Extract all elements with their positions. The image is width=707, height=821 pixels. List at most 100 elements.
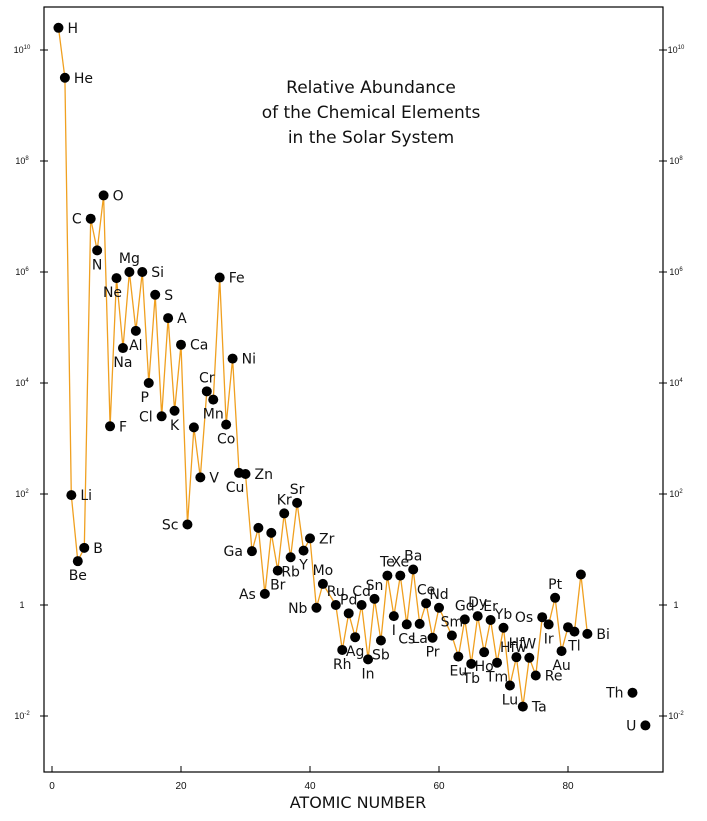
element-label-xe: Xe <box>392 555 410 571</box>
series-points <box>53 22 651 731</box>
element-label-la: La <box>411 631 427 647</box>
element-label-nb: Nb <box>288 601 307 617</box>
element-label-rh: Rh <box>333 657 352 673</box>
element-label-mo: Mo <box>313 563 334 579</box>
data-point-mg <box>124 267 135 277</box>
y-tick-label-left: 1010 <box>14 45 31 55</box>
data-point-si <box>137 267 148 277</box>
element-label-si: Si <box>151 265 164 281</box>
y-tick-label-right: 106 <box>669 267 683 277</box>
series-labels: H He Li Be B C N O F Ne Na Mg Al Si P S Cl A K Ca Sc V Cr Mn Fe C… <box>67 21 636 735</box>
data-point-lu <box>504 680 515 691</box>
y-tick-label-right: 102 <box>669 489 683 499</box>
element-label-dy: Dy <box>468 595 487 611</box>
y-tick-label-left: 10-2 <box>14 711 30 721</box>
data-point-ga <box>246 546 257 557</box>
title-line-3: in the Solar System <box>288 128 454 148</box>
element-label-lu: Lu <box>502 692 518 708</box>
data-point-cr <box>201 386 212 397</box>
data-point-ba <box>408 564 419 575</box>
data-point-nb <box>311 602 322 613</box>
data-point-u <box>640 720 651 731</box>
data-point-pr <box>427 632 438 643</box>
element-label-br: Br <box>270 578 286 594</box>
element-label-nd: Nd <box>429 587 448 603</box>
data-point-ir <box>543 619 554 630</box>
element-label-mn: Mn <box>203 407 224 423</box>
y-tick-label-left: 108 <box>15 156 29 166</box>
y-tick-label-right: 1 <box>673 600 678 610</box>
data-point-h <box>53 22 64 33</box>
plot-frame <box>43 6 664 773</box>
data-point-p <box>143 378 154 388</box>
x-axis-label: ATOMIC NUMBER <box>290 793 427 812</box>
y-tick-label-left: 106 <box>15 267 29 277</box>
element-label-s: S <box>164 288 173 304</box>
data-point-ne <box>111 273 122 284</box>
element-label-ce: Ce <box>417 582 435 598</box>
element-label-tl: Tl <box>567 639 580 655</box>
data-point-sn <box>369 593 380 604</box>
element-label-hf: Hf <box>509 636 526 652</box>
data-point-as <box>259 588 270 599</box>
element-label-ho: Ho <box>475 659 494 675</box>
data-point-sr <box>292 497 303 508</box>
data-point-ag <box>350 632 361 643</box>
element-label-ne: Ne <box>103 285 122 301</box>
element-label-sm: Sm <box>441 615 464 631</box>
data-point-fe <box>214 272 225 283</box>
element-label-o: O <box>113 188 124 204</box>
data-point-zn <box>240 469 251 480</box>
element-label-w: W <box>522 637 536 653</box>
data-point-os <box>537 612 548 623</box>
data-point-ta <box>517 701 528 712</box>
element-label-ir: Ir <box>544 631 554 647</box>
data-point-f <box>105 421 116 432</box>
y-tick-label-right: 108 <box>669 156 683 166</box>
element-label-rb: Rb <box>281 564 300 580</box>
data-point-dy <box>472 611 483 622</box>
element-label-i: I <box>392 623 396 639</box>
data-point-hf <box>511 652 522 663</box>
data-point-k <box>169 405 180 416</box>
data-point-o <box>98 190 109 201</box>
element-label-au: Au <box>552 658 570 674</box>
data-point-tl <box>569 626 580 637</box>
data-point-v <box>195 472 206 483</box>
element-label-ba: Ba <box>404 548 422 564</box>
element-label-ru: Ru <box>327 584 345 600</box>
data-point-sm <box>446 630 457 641</box>
element-label-pr: Pr <box>426 645 440 661</box>
data-point-ge <box>253 522 264 533</box>
title-line-2: of the Chemical Elements <box>262 103 481 123</box>
element-label-cl: Cl <box>139 409 153 425</box>
data-point-au <box>556 646 567 657</box>
data-point-pb <box>575 569 586 580</box>
data-point-eu <box>453 651 464 662</box>
data-point-sb <box>375 635 386 646</box>
data-point-mo <box>317 578 328 589</box>
element-label-co: Co <box>217 432 235 448</box>
element-label-cd: Cd <box>352 584 371 600</box>
element-label-tm: Tm <box>485 670 508 686</box>
data-point-th <box>627 687 638 698</box>
element-label-eu: Eu <box>449 664 467 680</box>
element-label-tb: Tb <box>462 671 481 687</box>
data-point-cs <box>401 619 412 630</box>
element-label-gd: Gd <box>455 598 475 614</box>
element-label-y: Y <box>298 558 308 574</box>
data-point-er <box>485 614 496 625</box>
element-label-in: In <box>362 666 375 682</box>
element-label-kr: Kr <box>277 492 292 508</box>
element-label-as: As <box>239 587 256 603</box>
element-label-ca: Ca <box>190 338 208 354</box>
element-label-ni: Ni <box>242 352 256 368</box>
data-point-w <box>524 652 535 663</box>
element-label-mg: Mg <box>119 251 140 267</box>
data-point-kr <box>279 508 290 519</box>
data-point-n <box>92 245 103 256</box>
data-point-zr <box>305 533 315 544</box>
data-point-sc <box>182 519 193 530</box>
element-label-zn: Zn <box>255 467 273 483</box>
y-tick-label-right: 104 <box>669 378 683 388</box>
